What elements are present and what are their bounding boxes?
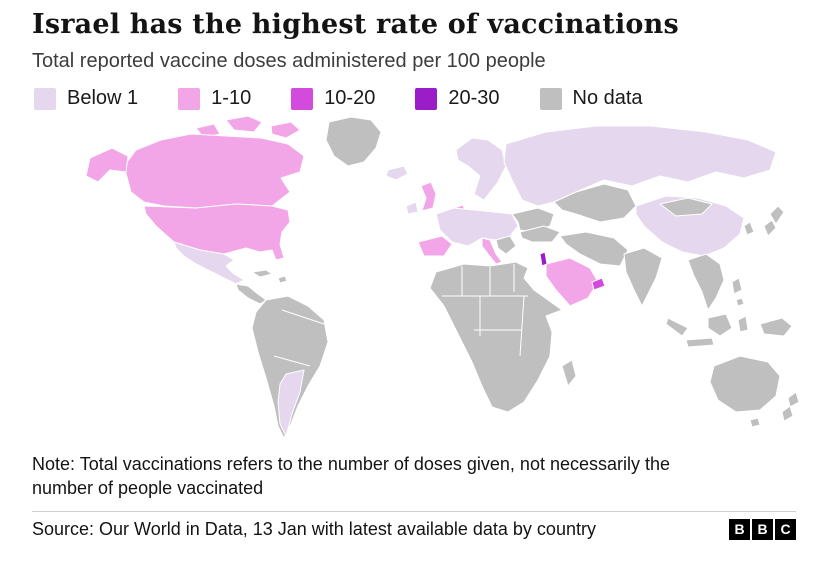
- chart-subtitle: Total reported vaccine doses administere…: [32, 50, 546, 73]
- region-south-america: [251, 295, 329, 439]
- region-spain: [417, 235, 453, 257]
- region-iceland: [385, 165, 409, 181]
- region-mongolia: [659, 197, 713, 217]
- region-middle-east: [559, 231, 629, 267]
- legend-item-below-1: Below 1: [34, 87, 138, 110]
- region-indonesia: [665, 313, 749, 348]
- region-africa: [429, 261, 563, 413]
- source-row: Source: Our World in Data, 13 Jan with l…: [32, 512, 796, 540]
- region-usa: [143, 203, 291, 261]
- region-philippines: [731, 277, 745, 307]
- region-mexico: [173, 241, 245, 285]
- legend-swatch-10-20: [291, 87, 314, 110]
- bbc-logo-block-2: B: [752, 518, 773, 540]
- legend-swatch-below-1: [34, 87, 56, 110]
- region-new-zealand: [781, 391, 800, 422]
- region-italy: [481, 237, 503, 265]
- legend-item-no-data: No data: [539, 87, 643, 110]
- region-madagascar: [561, 359, 577, 387]
- region-central-asia: [553, 183, 637, 223]
- region-caribbean: [251, 269, 288, 284]
- region-argentina-chile: [277, 369, 305, 437]
- region-central-america: [235, 283, 267, 305]
- chart-title: Israel has the highest rate of vaccinati…: [32, 9, 679, 40]
- legend-swatch-1-10: [178, 87, 201, 110]
- legend-label-below-1: Below 1: [67, 87, 139, 110]
- legend-item-1-10: 1-10: [178, 87, 251, 110]
- region-russia: [503, 125, 777, 207]
- bbc-logo: B B C: [729, 518, 796, 540]
- region-turkey: [519, 225, 561, 243]
- legend-swatch-no-data: [539, 87, 562, 110]
- region-uae: [591, 277, 606, 291]
- source-text: Source: Our World in Data, 13 Jan with l…: [32, 518, 596, 539]
- legend: Below 1 1-10 10-20 20-30 No data: [34, 87, 796, 110]
- region-southeast-asia: [687, 253, 725, 311]
- legend-label-no-data: No data: [572, 87, 643, 110]
- legend-item-10-20: 10-20: [291, 87, 375, 110]
- legend-item-20-30: 20-30: [415, 87, 500, 110]
- region-papua-new-guinea: [759, 317, 793, 337]
- legend-label-1-10: 1-10: [211, 87, 252, 110]
- chart-card: Israel has the highest rate of vaccinati…: [32, 9, 800, 540]
- legend-label-10-20: 10-20: [324, 87, 376, 110]
- region-ireland: [405, 201, 419, 215]
- region-korea: [743, 221, 755, 236]
- country-borders: [273, 264, 528, 367]
- region-scandinavia: [455, 137, 507, 201]
- region-alaska: [85, 147, 129, 183]
- region-china: [635, 195, 745, 257]
- region-greenland: [325, 116, 382, 167]
- bbc-logo-block-1: B: [729, 518, 750, 540]
- region-israel: [539, 251, 548, 267]
- footer-divider: [32, 510, 796, 512]
- legend-swatch-20-30: [415, 87, 438, 110]
- region-uk: [420, 181, 437, 212]
- region-saudi-arabia: [545, 257, 599, 307]
- legend-label-20-30: 20-30: [448, 87, 500, 110]
- region-india: [623, 247, 663, 307]
- world-map: [85, 115, 800, 439]
- world-map-container: [76, 114, 800, 449]
- region-canada: [123, 115, 305, 209]
- chart-note: Note: Total vaccinations refers to the n…: [32, 454, 671, 498]
- region-japan: [763, 205, 785, 237]
- bbc-logo-block-3: C: [775, 518, 796, 540]
- region-australia: [709, 355, 781, 428]
